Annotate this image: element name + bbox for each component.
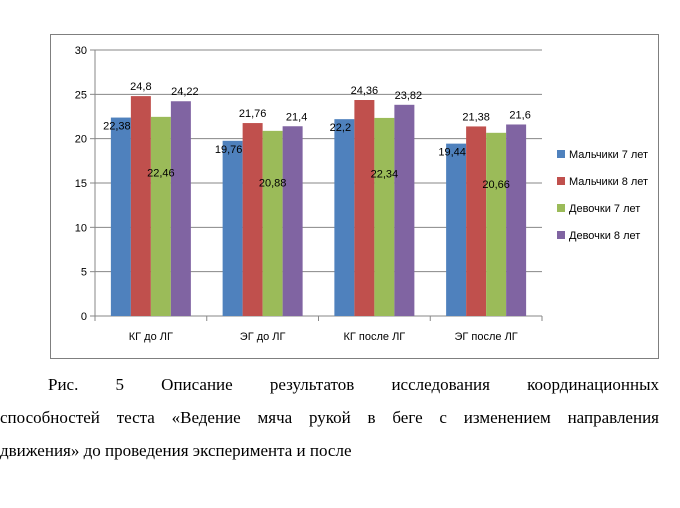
data-label: 23,82 <box>395 90 423 102</box>
data-label: 21,6 <box>509 109 530 121</box>
legend-label: Девочки 8 лет <box>569 230 640 242</box>
bar <box>150 116 171 316</box>
y-tick-label: 0 <box>81 311 87 323</box>
bar <box>170 101 191 317</box>
data-label: 20,88 <box>259 177 287 189</box>
y-tick-label: 25 <box>75 89 87 101</box>
x-category-label: ЭГ до ЛГ <box>240 331 286 343</box>
legend-label: Мальчики 7 лет <box>569 149 648 161</box>
data-label: 20,66 <box>482 179 510 191</box>
data-label: 21,76 <box>239 108 267 120</box>
data-label: 19,76 <box>215 144 243 156</box>
legend-swatch <box>557 150 565 158</box>
bar <box>354 100 375 317</box>
x-category-label: КГ после ЛГ <box>343 331 405 343</box>
caption-line-2: способностей теста «Ведение мяча рукой в… <box>0 408 659 427</box>
y-tick-label: 20 <box>75 134 87 146</box>
x-category-label: ЭГ после ЛГ <box>454 331 517 343</box>
bar <box>334 119 355 316</box>
bar <box>262 130 283 316</box>
data-label: 24,8 <box>130 81 151 93</box>
bar <box>110 117 131 317</box>
legend-swatch <box>557 177 565 185</box>
legend-label: Мальчики 8 лет <box>569 176 648 188</box>
y-tick-label: 5 <box>81 267 87 279</box>
bar <box>222 140 243 316</box>
data-label: 19,44 <box>438 147 466 159</box>
legend-swatch <box>557 204 565 212</box>
chart-frame: 0 5 10 15 20 25 30 КГ до ЛГ ЭГ до ЛГ КГ после ЛГ Э… <box>50 34 659 359</box>
data-label: 21,4 <box>286 111 307 123</box>
caption-line-3: движения» до проведения эксперимента и п… <box>0 441 352 460</box>
data-label: 22,34 <box>371 168 399 180</box>
legend-swatch <box>557 231 565 239</box>
y-tick-label: 10 <box>75 222 87 234</box>
data-label: 24,36 <box>351 85 379 97</box>
bar <box>130 96 151 317</box>
figure-caption: Рис. 5 Описание результатов исследования… <box>0 368 659 467</box>
caption-line-1: Рис. 5 Описание результатов исследования… <box>48 375 659 394</box>
bar <box>394 104 415 317</box>
data-label: 22,2 <box>330 122 351 134</box>
y-tick-label: 30 <box>75 45 87 57</box>
bar <box>446 143 467 316</box>
x-category-label: КГ до ЛГ <box>129 331 173 343</box>
bar <box>506 124 527 316</box>
bar <box>282 126 303 317</box>
bar <box>242 123 263 316</box>
bar <box>466 126 487 316</box>
legend-label: Девочки 7 лет <box>569 203 640 215</box>
bar <box>486 132 507 316</box>
y-tick-label: 15 <box>75 178 87 190</box>
data-label: 21,38 <box>462 111 490 123</box>
bar <box>374 117 395 316</box>
data-label: 22,46 <box>147 168 175 180</box>
bar-chart: 0 5 10 15 20 25 30 КГ до ЛГ ЭГ до ЛГ КГ после ЛГ Э… <box>75 45 648 343</box>
data-label: 24,22 <box>171 86 199 98</box>
data-label: 22,38 <box>103 121 131 133</box>
